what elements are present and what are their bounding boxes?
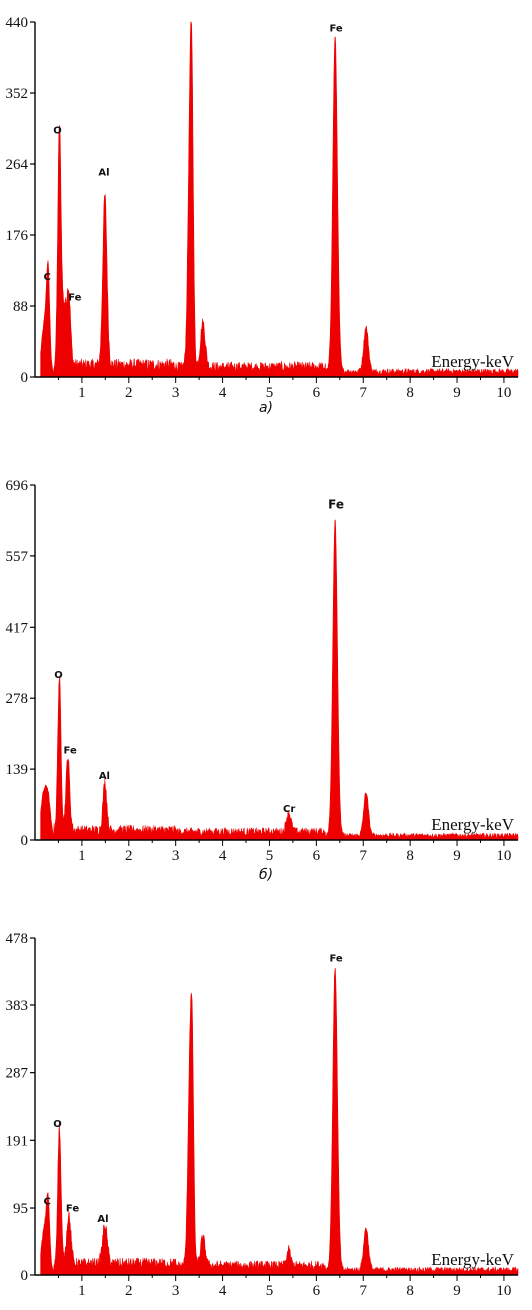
x-tick-label: 10 bbox=[496, 848, 511, 864]
y-tick-label: 0 bbox=[21, 1268, 29, 1284]
x-tick-label: 5 bbox=[266, 848, 274, 864]
x-tick-label: 1 bbox=[78, 848, 86, 864]
peak-label: Fe bbox=[68, 292, 81, 303]
peak-label: Al bbox=[97, 1214, 108, 1225]
peak-label: C bbox=[44, 272, 51, 283]
y-tick-label: 0 bbox=[21, 833, 29, 849]
spectrum-area bbox=[40, 519, 519, 841]
spectrum-panel-2: 0 139 278 417 557 696 1 2 3 4 5 6 7 8 9 10 Energy-keV O Fe… bbox=[6, 478, 519, 883]
x-tick-label: 4 bbox=[219, 1283, 227, 1299]
y-tick-label: 696 bbox=[6, 478, 29, 494]
x-tick-label: 8 bbox=[406, 385, 414, 401]
peak-label: O bbox=[53, 1119, 62, 1130]
x-tick-label: 2 bbox=[125, 1283, 133, 1299]
x-tick-label: 7 bbox=[360, 1283, 368, 1299]
y-tick-label: 287 bbox=[6, 1066, 29, 1082]
x-tick-label: 3 bbox=[172, 1283, 180, 1299]
x-tick-label: 7 bbox=[360, 385, 368, 401]
y-tick-label: 95 bbox=[13, 1201, 28, 1217]
y-tick-label: 352 bbox=[6, 86, 29, 102]
panel-caption: б) bbox=[259, 867, 273, 883]
peak-label: Fe bbox=[328, 497, 344, 511]
y-tick-label: 278 bbox=[6, 691, 29, 707]
x-tick-label: 5 bbox=[266, 1283, 274, 1299]
x-tick-label: 10 bbox=[496, 385, 511, 401]
x-tick-label: 6 bbox=[313, 385, 321, 401]
peak-label: C bbox=[44, 1196, 51, 1207]
x-axis-label: Energy-keV bbox=[431, 352, 514, 371]
y-tick-label: 478 bbox=[6, 931, 29, 947]
peak-label: O bbox=[53, 125, 62, 136]
peak-label: Fe bbox=[329, 24, 342, 35]
x-tick-label: 8 bbox=[406, 1283, 414, 1299]
x-tick-label: 6 bbox=[313, 1283, 321, 1299]
spectrum-area bbox=[40, 968, 519, 1276]
y-tick-label: 440 bbox=[6, 15, 29, 31]
x-axis-label: Energy-keV bbox=[431, 1250, 514, 1269]
peak-label: Fe bbox=[329, 953, 342, 964]
panel-caption: a) bbox=[259, 400, 273, 416]
x-tick-label: 5 bbox=[266, 385, 274, 401]
y-tick-label: 557 bbox=[6, 549, 29, 565]
peak-label: Al bbox=[99, 771, 110, 782]
x-tick-label: 9 bbox=[453, 848, 461, 864]
x-tick-label: 10 bbox=[496, 1283, 511, 1299]
y-tick-label: 417 bbox=[6, 620, 29, 636]
peak-label: Cr bbox=[283, 804, 295, 815]
x-tick-label: 8 bbox=[406, 848, 414, 864]
x-axis-label: Energy-keV bbox=[431, 815, 514, 834]
y-tick-label: 191 bbox=[6, 1133, 29, 1149]
peak-label: Al bbox=[98, 167, 109, 178]
x-tick-label: 1 bbox=[78, 385, 86, 401]
x-tick-label: 1 bbox=[78, 1283, 86, 1299]
x-tick-label: 2 bbox=[125, 848, 133, 864]
peak-label: Fe bbox=[66, 1204, 79, 1215]
spectrum-panel-3: 0 95 191 287 383 478 1 2 3 4 5 6 7 8 9 10 Energy-keV C O Fe… bbox=[6, 931, 519, 1299]
x-tick-label: 2 bbox=[125, 385, 133, 401]
x-tick-label: 4 bbox=[219, 848, 227, 864]
x-tick-label: 4 bbox=[219, 385, 227, 401]
x-tick-label: 9 bbox=[453, 1283, 461, 1299]
y-tick-label: 264 bbox=[6, 157, 29, 173]
y-tick-label: 88 bbox=[13, 299, 28, 315]
x-tick-label: 7 bbox=[360, 848, 368, 864]
y-tick-label: 0 bbox=[21, 370, 29, 386]
peak-label: O bbox=[54, 670, 63, 681]
spectrum-panel-1: 0 88 176 264 352 440 1 2 3 4 5 6 7 8 9 10 Energy-keV C O Fe… bbox=[6, 15, 519, 416]
spectrum-area bbox=[40, 21, 519, 378]
x-tick-label: 6 bbox=[313, 848, 321, 864]
peak-label: Fe bbox=[64, 745, 77, 756]
y-tick-label: 383 bbox=[6, 998, 29, 1014]
y-tick-label: 139 bbox=[6, 762, 29, 778]
y-tick-label: 176 bbox=[6, 228, 29, 244]
x-tick-label: 9 bbox=[453, 385, 461, 401]
x-tick-label: 3 bbox=[172, 385, 180, 401]
x-tick-label: 3 bbox=[172, 848, 180, 864]
